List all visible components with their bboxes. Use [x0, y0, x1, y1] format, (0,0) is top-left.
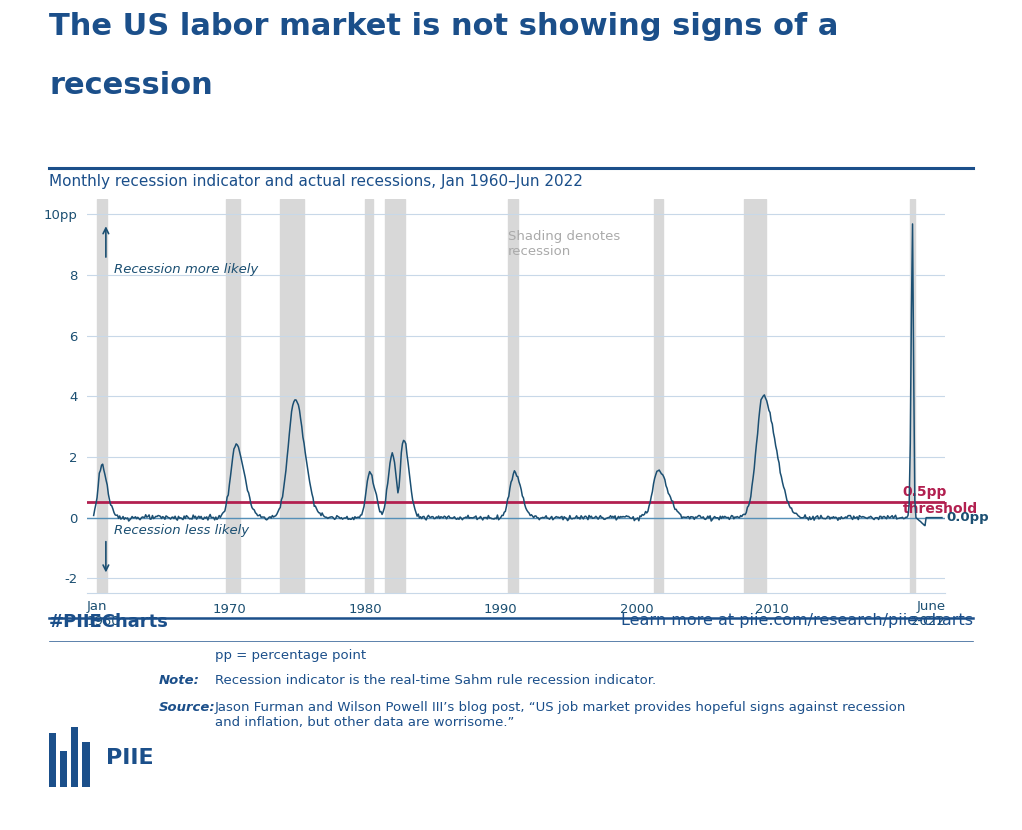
Text: June
2022: June 2022 — [912, 599, 945, 627]
Bar — [226, 199, 239, 593]
Text: The US labor market is not showing signs of a: The US labor market is not showing signs… — [49, 12, 838, 42]
Text: Jan
1960: Jan 1960 — [87, 599, 121, 627]
Bar — [744, 199, 765, 593]
Text: Note:: Note: — [158, 674, 199, 687]
Bar — [72, 727, 79, 787]
Text: 0.5pp: 0.5pp — [902, 486, 947, 500]
Text: Shading denotes
recession: Shading denotes recession — [508, 230, 620, 257]
Bar — [385, 199, 405, 593]
Text: Source:: Source: — [158, 701, 215, 715]
Bar — [365, 199, 373, 593]
Text: Recession more likely: Recession more likely — [114, 263, 259, 276]
Bar — [911, 199, 915, 593]
Text: threshold: threshold — [902, 502, 978, 516]
Text: Jason Furman and Wilson Powell III’s blog post, “US job market provides hopeful : Jason Furman and Wilson Powell III’s blo… — [215, 701, 905, 730]
Text: Monthly recession indicator and actual recessions, Jan 1960–Jun 2022: Monthly recession indicator and actual r… — [49, 174, 583, 189]
Bar — [508, 199, 518, 593]
Text: PIIE: PIIE — [106, 749, 153, 769]
Bar — [653, 199, 662, 593]
Bar — [60, 750, 67, 787]
Text: Recession indicator is the real-time Sahm rule recession indicator.: Recession indicator is the real-time Sah… — [215, 674, 656, 687]
Text: recession: recession — [49, 71, 213, 100]
Bar — [280, 199, 304, 593]
Text: Recession less likely: Recession less likely — [114, 525, 249, 537]
Bar — [82, 742, 90, 787]
Bar — [49, 733, 56, 787]
Text: #PIIECharts: #PIIECharts — [49, 613, 169, 631]
Text: Learn more at piie.com/research/piie-charts: Learn more at piie.com/research/piie-cha… — [621, 613, 973, 627]
Text: pp = percentage point: pp = percentage point — [215, 649, 366, 662]
Text: 0.0pp: 0.0pp — [946, 510, 988, 524]
Bar — [97, 199, 107, 593]
